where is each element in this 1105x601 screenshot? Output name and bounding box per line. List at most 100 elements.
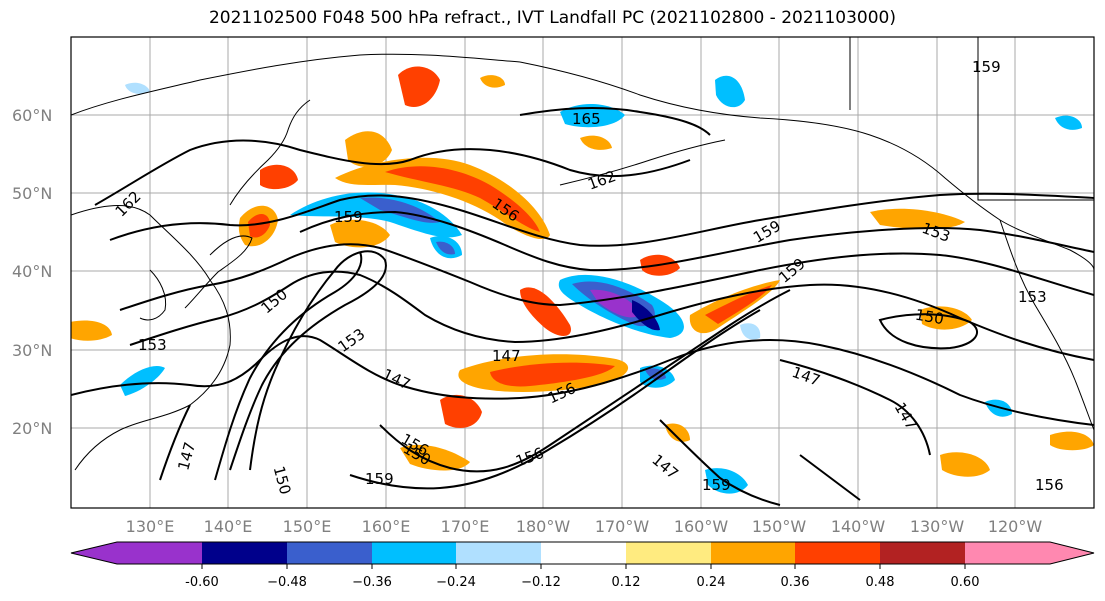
lon-label: 170°W: [595, 517, 650, 536]
colorbar-segment: [880, 542, 965, 564]
lon-label: 170°E: [441, 517, 490, 536]
contour-159-north: [109, 192, 1094, 247]
contour-jet-lower-2: [214, 251, 363, 481]
contour-156-subtropical: [379, 289, 791, 473]
positive-anomaly-south-east: [940, 452, 990, 477]
colorbar-segment: [372, 542, 456, 564]
colorbar: -0.60 −0.48 −0.36 −0.24 −0.12 0.12 0.24 …: [70, 541, 1095, 590]
contour-150-east: [878, 313, 978, 350]
lon-label: 130°W: [910, 517, 965, 536]
negative-anomaly-dateline-deep: [590, 289, 642, 318]
positive-anomaly-small-1: [665, 423, 690, 442]
colorbar-outline: [70, 541, 1095, 565]
colorbar-segment: [287, 542, 372, 564]
lat-label: 20°N: [12, 419, 52, 438]
latitude-labels: 60°N 50°N 40°N 30°N 20°N: [12, 106, 52, 438]
colorbar-segment: [795, 542, 880, 564]
contour-label: 159: [334, 208, 363, 226]
refractivity-contours: [71, 107, 1094, 506]
colorbar-tick-labels: -0.60 −0.48 −0.36 −0.24 −0.12 0.12 0.24 …: [185, 575, 979, 590]
contour-label: 150: [914, 306, 945, 329]
positive-anomaly-band-north: [335, 157, 550, 240]
coastlines: [71, 37, 1094, 471]
colorbar-tick-label: 0.24: [697, 575, 726, 590]
contour-label: 159: [972, 58, 1001, 76]
lon-label: 130°E: [126, 517, 175, 536]
colorbar-tick-marks: [201, 564, 966, 569]
lon-label: 150°W: [752, 517, 807, 536]
japan-coast: [184, 235, 253, 309]
strong-positive-mid-band: [490, 362, 615, 387]
positive-anomaly-central: [330, 219, 390, 248]
contour-153-north: [119, 243, 1094, 311]
contour-label: 153: [1018, 288, 1047, 306]
lon-label: 140°E: [204, 517, 253, 536]
colorbar-segment: [711, 542, 795, 564]
contour-159-subtropical: [349, 309, 761, 490]
positive-anomaly-far-east: [1050, 431, 1094, 451]
aleutian-chain: [559, 139, 726, 186]
lat-label: 30°N: [12, 341, 52, 360]
contour-162: [94, 139, 691, 206]
negative-anomaly-aleutian: [560, 104, 625, 128]
colorbar-segment: [117, 542, 202, 564]
negative-anomaly-arctic-east: [715, 75, 745, 108]
positive-anomaly-hawaii-west: [400, 444, 470, 471]
colorbar-segment: [965, 542, 1050, 564]
colorbar-segment: [456, 542, 541, 564]
longitude-labels: 130°E 140°E 150°E 160°E 170°E 180°W 170°…: [126, 517, 1043, 536]
map-frame: [70, 36, 1095, 509]
contour-jet-lower: [229, 250, 387, 471]
contour-label: 156: [1035, 476, 1064, 494]
positive-anomaly-gulf: [870, 208, 965, 230]
contour-150-south: [659, 419, 861, 506]
strong-positive-jet-entry: [705, 285, 772, 324]
canada-border: [849, 37, 1094, 201]
north-america-coast: [999, 219, 1094, 431]
positive-anomaly-small-2: [480, 75, 505, 88]
colorbar-tick-label: 0.36: [781, 575, 810, 590]
lon-label: 140°W: [831, 517, 886, 536]
colorbar-tick-label: −0.24: [436, 575, 476, 590]
alaska-coast: [519, 61, 1094, 271]
negative-anomaly-central-core: [436, 241, 455, 255]
positive-anomaly-subtropical: [440, 394, 482, 428]
contour-label: 159: [365, 470, 394, 488]
lon-label: 120°W: [988, 517, 1043, 536]
lon-label: 180°W: [516, 517, 571, 536]
negative-anomaly-north-east: [1055, 115, 1082, 130]
lon-label: 150°E: [283, 517, 332, 536]
lon-label: 160°E: [362, 517, 411, 536]
positive-anomaly-sw: [71, 320, 112, 341]
positive-anomaly-arctic: [398, 66, 440, 108]
shaded-anomalies: [71, 66, 1094, 494]
negative-anomaly-light-2: [125, 82, 150, 94]
contour-147-west: [159, 404, 191, 481]
contour-150-north: [129, 270, 1094, 361]
lat-label: 50°N: [12, 184, 52, 203]
positive-anomaly-japan-core: [248, 214, 270, 238]
contour-156-north: [299, 210, 1094, 272]
colorbar-tick-label: −0.36: [352, 575, 392, 590]
contour-147-south: [71, 335, 1094, 426]
contour-165: [519, 107, 711, 136]
negative-anomaly-sw: [120, 365, 165, 396]
lat-label: 60°N: [12, 106, 52, 125]
colorbar-tick-label: −0.12: [521, 575, 561, 590]
colorbar-tick-label: -0.60: [185, 575, 219, 590]
colorbar-over-triangle: [1050, 542, 1094, 564]
contour-label: 159: [702, 476, 731, 494]
colorbar-under-triangle: [71, 542, 117, 564]
colorbar-tick-label: −0.48: [267, 575, 307, 590]
strong-positive-core-north: [385, 166, 540, 232]
negative-anomaly-dateline-darkest: [632, 300, 660, 331]
colorbar-tick-label: 0.48: [866, 575, 895, 590]
positive-anomaly-west-pacific: [520, 287, 571, 336]
colorbar-tick-label: 0.12: [612, 575, 641, 590]
contour-label: 165: [572, 110, 601, 128]
lon-label: 160°W: [674, 517, 729, 536]
positive-anomaly-ne-pacific: [920, 306, 972, 330]
colorbar-tick-label: 0.60: [951, 575, 980, 590]
asia-coastline: [71, 205, 231, 471]
